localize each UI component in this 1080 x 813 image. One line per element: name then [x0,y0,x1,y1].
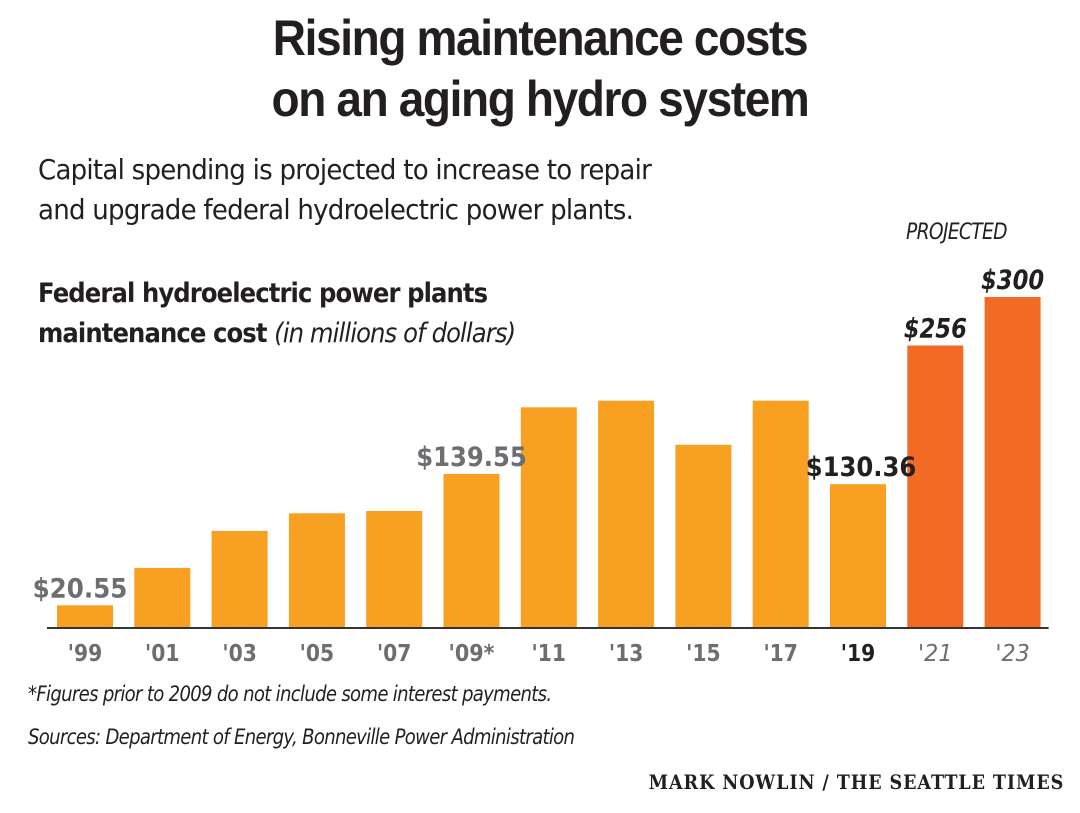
chart-title: Rising maintenance costs on an aging hyd… [43,8,1037,130]
chart-heading-line-2: maintenance cost (in millions of dollars… [38,314,516,354]
bar-09 [443,474,500,628]
bars-group [57,297,1041,628]
data-label: $20.55 [33,573,128,604]
x-tick-label: '21 [918,641,953,667]
bar-17 [752,400,809,628]
subtitle-line-1: Capital spending is projected to increas… [38,153,652,186]
credit: MARK NOWLIN / THE SEATTLE TIMES [648,770,1064,794]
x-tick-label: '03 [222,641,257,667]
title-line-1: Rising maintenance costs [272,10,809,66]
x-tick-label: '01 [145,641,180,667]
x-tick-label: '11 [532,641,567,667]
x-tick-label: '23 [995,641,1030,667]
chart-subtitle: Capital spending is projected to increas… [38,150,652,230]
bar-21 [907,345,964,628]
chart-heading-metric: maintenance cost [38,318,267,349]
bar-19 [830,484,886,628]
x-tick-label: '15 [686,641,721,667]
projected-annotation: PROJECTED [906,220,1008,245]
x-tick-label: '07 [377,641,412,667]
sources: Sources: Department of Energy, Bonnevill… [28,725,575,749]
x-tick-label: '19 [841,641,876,667]
x-tick-label: '05 [300,641,335,667]
title-line-2: on an aging hydro system [271,71,810,127]
chart-heading-unit: (in millions of dollars) [274,318,516,349]
x-tick-labels-group: '99 '01 '03 '05 '07 '09* '11 '13 '15 '17 '19 '21 '23 [68,641,1030,667]
chart-heading: Federal hydroelectric power plants maint… [38,274,516,354]
data-label: $130.36 [806,452,917,483]
x-tick-label: '09* [449,641,495,667]
bar-15 [675,444,732,628]
bar-01 [134,567,191,628]
bar-07 [366,511,423,628]
bar-05 [288,513,345,628]
footnote: *Figures prior to 2009 do not include so… [28,682,552,706]
bar-23 [984,297,1041,628]
x-tick-label: '17 [763,641,798,667]
subtitle-line-2: and upgrade federal hydroelectric power … [38,193,634,226]
data-label: $256 [904,314,967,345]
bar-13 [598,400,655,628]
data-labels-group: $20.55 $139.55 $130.36 $256 $300 [33,265,1045,604]
x-tick-label: '99 [68,641,103,667]
bar-03 [211,530,268,628]
data-label: $139.55 [416,442,527,473]
bar-11 [520,407,577,628]
data-label: $300 [981,265,1044,296]
x-tick-label: '13 [609,641,644,667]
bar-99 [57,605,113,628]
chart-heading-line-1: Federal hydroelectric power plants [38,278,488,309]
